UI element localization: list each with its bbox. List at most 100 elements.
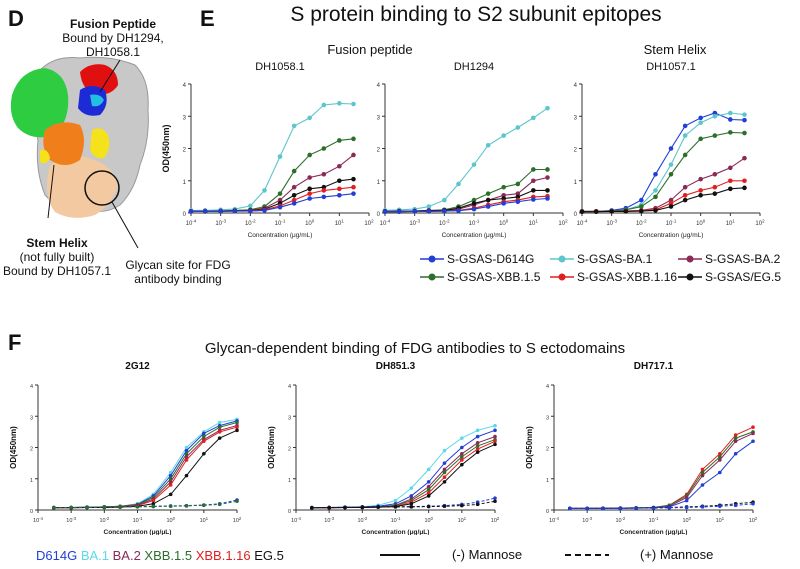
data-point [321, 194, 327, 200]
series-line-1 [53, 420, 238, 508]
data-point [426, 467, 431, 472]
data-point [742, 130, 747, 136]
data-point [515, 125, 521, 130]
data-point [291, 184, 297, 190]
panel-f-variant-legend: D614G BA.1 BA.2 XBB.1.5 XBB.1.16 EG.5 [36, 548, 284, 563]
data-point [742, 112, 747, 117]
data-point [85, 505, 89, 510]
y-tick-label: 2 [574, 148, 578, 154]
panel-letter-f: F [8, 330, 22, 355]
data-point [668, 172, 674, 177]
data-point [712, 110, 718, 116]
series-line-0 [582, 112, 745, 212]
data-point [442, 448, 447, 453]
chart-title: DH851.3 [376, 361, 416, 372]
chart-3: 0 1 2 3 4 10-4 10-3 10-2 10-1 100 101 102 2G12 Concen… [9, 361, 242, 535]
x-tick-label: 10-1 [469, 219, 480, 227]
data-point [460, 503, 464, 508]
data-point [609, 209, 614, 214]
data-point [351, 176, 356, 182]
variant-label: BA.1 [80, 548, 113, 563]
y-tick-label: 0 [546, 509, 549, 515]
series-line-4 [311, 440, 496, 509]
data-point [700, 473, 705, 478]
data-point [321, 172, 327, 177]
data-point [217, 420, 222, 425]
data-point [501, 192, 506, 198]
data-point [493, 439, 497, 444]
y-tick-label: 1 [183, 180, 187, 186]
y-tick-label: 0 [574, 212, 578, 218]
data-point [471, 197, 477, 203]
x-tick-label: 101 [726, 219, 736, 227]
data-point [307, 191, 312, 196]
fusion-peptide-title: Fusion Peptide [69, 17, 156, 31]
x-tick-label: 10-4 [577, 219, 588, 227]
data-point [291, 192, 297, 198]
data-point [426, 491, 431, 495]
data-point [475, 502, 480, 507]
stem-helix-title: Stem Helix [26, 236, 88, 250]
data-point [667, 506, 672, 510]
data-point [426, 209, 432, 214]
data-point [321, 102, 327, 108]
data-point [531, 188, 536, 193]
data-point [235, 425, 239, 429]
data-point [515, 191, 521, 196]
x-tick-label: 10-2 [99, 516, 109, 524]
x-axis-label: Concentration (μg/mL) [442, 232, 507, 239]
legend-entry: S-GSAS-XBB.1.5 [420, 270, 540, 284]
legend-swatch [678, 255, 702, 263]
data-point [668, 197, 674, 203]
data-point [327, 505, 331, 510]
y-tick-label: 1 [546, 478, 549, 484]
legend-label: S-GSAS/EG.5 [705, 270, 782, 284]
x-axis-label: Concentration (μg/mL) [248, 232, 313, 239]
data-point [623, 209, 629, 214]
x-tick-label: 100 [682, 516, 691, 524]
x-tick-label: 10-3 [409, 219, 420, 227]
data-point [485, 191, 491, 196]
variant-label: BA.2 [112, 548, 145, 563]
plus-mannose-label: (+) Mannose [640, 547, 714, 562]
structure-cyan-patch [90, 94, 104, 107]
series-line-5 [569, 503, 754, 509]
panel-letter-d: D [8, 6, 24, 31]
data-point [751, 501, 755, 506]
data-point [409, 486, 414, 490]
data-point [684, 495, 689, 500]
y-tick-label: 1 [30, 478, 33, 484]
data-point [728, 110, 733, 116]
legend-swatch [550, 273, 574, 281]
data-point [531, 115, 536, 121]
data-point [393, 498, 398, 503]
data-point [568, 506, 572, 511]
group-label-fusion: Fusion peptide [327, 42, 413, 57]
data-point [460, 462, 464, 467]
data-point [728, 178, 733, 184]
data-point [69, 505, 73, 510]
data-point [698, 176, 703, 182]
data-point [653, 194, 658, 200]
data-point [593, 209, 599, 215]
data-point [651, 506, 656, 510]
data-point [460, 451, 464, 456]
glycan-site-line1: Glycan site for FDG [125, 258, 231, 272]
data-point [351, 184, 356, 190]
data-point [751, 425, 755, 429]
series-line-4 [191, 186, 354, 212]
data-point [202, 209, 208, 214]
y-tick-label: 2 [183, 148, 187, 154]
data-point [351, 152, 356, 158]
data-point [485, 142, 491, 148]
data-point [733, 503, 738, 508]
data-point [712, 113, 718, 119]
series-line-0 [191, 102, 354, 211]
data-point [742, 117, 747, 123]
series-line-0 [53, 418, 238, 508]
data-point [531, 178, 536, 184]
legend-label: S-GSAS-XBB.1.5 [447, 270, 541, 284]
series-line-1 [569, 431, 754, 509]
data-point [321, 184, 327, 190]
y-tick-label: 3 [288, 415, 291, 421]
